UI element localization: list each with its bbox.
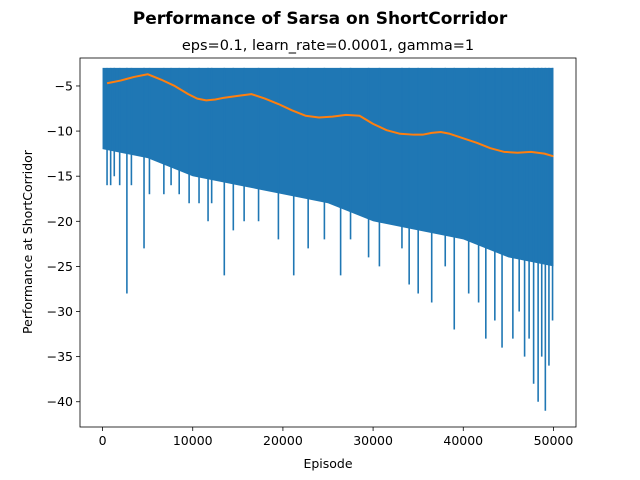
x-tick-label: 10000 bbox=[173, 433, 213, 448]
y-tick-label: −40 bbox=[47, 394, 73, 409]
x-tick-label: 30000 bbox=[353, 433, 393, 448]
y-tick-label: −25 bbox=[47, 259, 73, 274]
plot-area bbox=[102, 67, 554, 411]
y-tick-label: −20 bbox=[47, 214, 73, 229]
moving-average-line bbox=[106, 73, 554, 158]
y-tick-label: −35 bbox=[47, 349, 73, 364]
x-tick-label: 50000 bbox=[534, 433, 574, 448]
x-tick-label: 20000 bbox=[263, 433, 303, 448]
y-tick-label: −10 bbox=[47, 124, 73, 139]
y-axis-label: Performance at ShortCorridor bbox=[20, 149, 35, 334]
performance-band bbox=[102, 67, 554, 267]
axes-frame bbox=[79, 57, 577, 428]
chart-title: eps=0.1, learn_rate=0.0001, gamma=1 bbox=[182, 38, 474, 54]
x-axis-label: Episode bbox=[303, 456, 352, 471]
y-tick-label: −30 bbox=[47, 304, 73, 319]
chart-suptitle: Performance of Sarsa on ShortCorridor bbox=[133, 9, 508, 29]
x-axis: 0 10000 20000 30000 40000 50000 bbox=[99, 427, 574, 448]
y-axis: −5 −10 −15 −20 −25 −30 −35 −40 bbox=[47, 78, 80, 409]
y-tick-label: −5 bbox=[55, 78, 73, 93]
x-tick-label: 40000 bbox=[443, 433, 483, 448]
y-tick-label: −15 bbox=[47, 169, 73, 184]
x-tick-label: 0 bbox=[99, 433, 107, 448]
